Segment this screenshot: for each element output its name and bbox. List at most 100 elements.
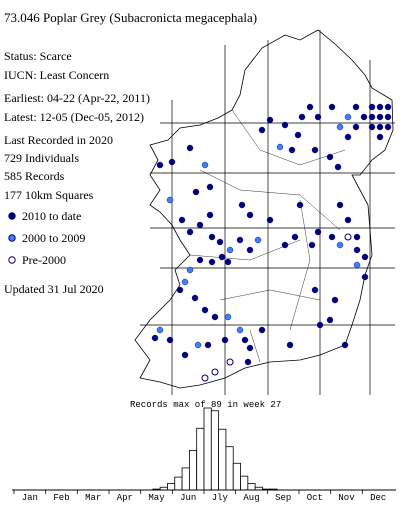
title: 73.046 Poplar Grey (Subacronicta megacep… <box>4 10 257 25</box>
legend-dot <box>8 212 16 220</box>
record-dot <box>336 201 344 209</box>
record-dot <box>352 123 360 131</box>
bar <box>240 475 249 491</box>
info-line: 177 10km Squares <box>4 188 94 202</box>
record-dot <box>186 144 194 152</box>
record-dot <box>254 236 262 244</box>
record-dot <box>201 161 209 169</box>
record-dot <box>201 306 209 314</box>
record-dot <box>204 341 212 349</box>
record-dot <box>206 211 214 219</box>
record-dot <box>208 233 216 241</box>
record-dot <box>168 158 176 166</box>
record-dot <box>181 351 189 359</box>
record-dot <box>376 133 384 141</box>
record-dot <box>311 146 319 154</box>
record-dot <box>246 344 254 352</box>
record-dot <box>246 246 254 254</box>
month-label: Oct <box>307 493 323 503</box>
bar <box>232 462 241 491</box>
record-dot <box>192 188 200 196</box>
record-dot <box>331 296 339 304</box>
record-dot <box>352 103 360 111</box>
record-dot <box>151 334 159 342</box>
record-dot <box>344 133 352 141</box>
record-dot <box>236 236 244 244</box>
record-dot <box>211 368 219 376</box>
record-dot <box>368 113 376 121</box>
record-dot <box>298 113 306 121</box>
record-dot <box>376 123 384 131</box>
record-dot <box>314 228 322 236</box>
record-dot <box>384 123 392 131</box>
record-dot <box>186 228 194 236</box>
record-dot <box>191 294 199 302</box>
record-dot <box>246 211 254 219</box>
bar <box>247 483 256 491</box>
legend-dot <box>8 256 16 264</box>
record-dot <box>288 146 296 154</box>
record-dot <box>236 326 244 334</box>
updated: Updated 31 Jul 2020 <box>4 282 104 296</box>
record-dot <box>341 341 349 349</box>
record-dot <box>258 126 266 134</box>
bar <box>167 483 176 491</box>
record-dot <box>208 258 216 266</box>
record-dot <box>196 256 204 264</box>
record-dot <box>178 216 186 224</box>
record-dot <box>336 241 344 249</box>
map <box>134 29 395 395</box>
record-dot <box>266 216 274 224</box>
record-dot <box>353 246 361 254</box>
record-dot <box>156 326 164 334</box>
record-dot <box>196 221 204 229</box>
record-dot <box>336 123 344 131</box>
record-dot <box>311 286 319 294</box>
month-label: Jun <box>180 493 196 503</box>
month-label: Apr <box>117 493 133 503</box>
record-dot <box>384 113 392 121</box>
record-dot <box>206 183 214 191</box>
record-dot <box>216 238 224 246</box>
info-line: 729 Individuals <box>4 151 79 165</box>
record-dot <box>328 103 336 111</box>
county-lines <box>189 109 346 363</box>
record-dot <box>361 253 369 261</box>
legend-dot <box>8 234 16 242</box>
legend-label: 2000 to 2009 <box>22 231 85 245</box>
bar <box>196 427 205 491</box>
record-dot <box>344 216 352 224</box>
record-dot <box>226 358 234 366</box>
record-dot <box>306 103 314 111</box>
record-dot <box>353 233 361 241</box>
month-label: Dec <box>370 493 386 503</box>
record-dot <box>281 121 289 129</box>
record-dot <box>224 313 232 321</box>
record-dot <box>314 113 322 121</box>
info-panel: Status: Scarce IUCN: Least Concern Earlies… <box>4 49 150 296</box>
record-dot <box>328 233 336 241</box>
record-dot <box>286 341 294 349</box>
month-label: Jan <box>22 493 38 503</box>
histogram: Records max of 89 in week 27 Jan Feb Mar Apr… <box>12 400 396 503</box>
record-dot <box>194 341 202 349</box>
record-dot <box>238 201 246 209</box>
record-dot <box>281 241 289 249</box>
legend-label: 2010 to date <box>22 209 81 223</box>
record-dot <box>181 278 189 286</box>
info-line: Latest: 12-05 (Dec-05, 2012) <box>4 110 144 124</box>
month-label: Jly <box>212 493 229 503</box>
info-line: Status: Scarce <box>4 49 72 63</box>
record-dot <box>218 253 226 261</box>
record-dot <box>244 358 252 366</box>
month-label: Sep <box>275 493 291 503</box>
record-dot <box>266 116 274 124</box>
record-dot <box>166 336 174 344</box>
month-label: May <box>148 493 165 503</box>
bar <box>218 428 227 491</box>
record-dot <box>176 286 184 294</box>
bar <box>210 410 220 491</box>
record-dot <box>201 374 209 382</box>
record-dot <box>368 123 376 131</box>
